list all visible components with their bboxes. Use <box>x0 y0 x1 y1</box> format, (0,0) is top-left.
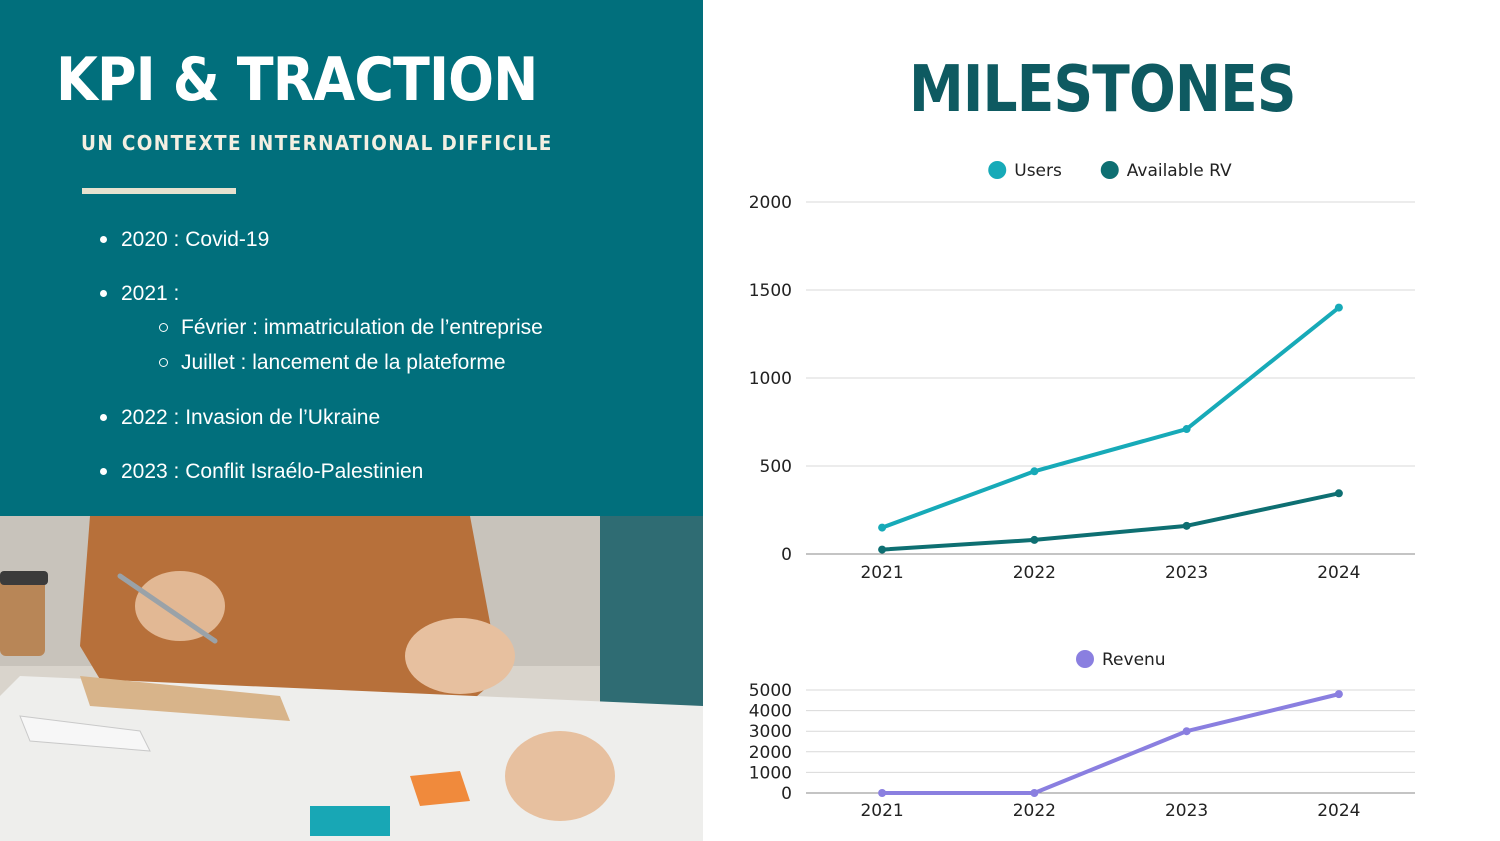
milestones-title: MILESTONES <box>909 53 1296 127</box>
x-tick-label: 2021 <box>860 563 903 583</box>
timeline-item-text: 2023 : Conflit Israélo-Palestinien <box>121 460 424 483</box>
data-point <box>1182 521 1191 530</box>
series-line <box>880 692 1341 795</box>
data-point <box>878 523 887 532</box>
x-tick-label: 2022 <box>1013 801 1056 821</box>
y-tick-label: 3000 <box>749 722 792 742</box>
timeline-item: 2021 : Février : immatriculation de l’en… <box>100 278 543 380</box>
timeline-item-text: 2021 : <box>121 282 180 305</box>
y-tick-label: 2000 <box>749 743 792 763</box>
y-tick-label: 1000 <box>749 763 792 783</box>
section-subtitle: UN CONTEXTE INTERNATIONAL DIFFICILE <box>81 131 553 155</box>
y-tick-label: 1000 <box>749 369 792 389</box>
y-tick-label: 0 <box>781 784 792 804</box>
data-point <box>1334 690 1343 699</box>
legend-swatch <box>988 161 1007 179</box>
legend-label: Available RV <box>1127 161 1232 181</box>
users-chart: 0 500 1000 1500 2000 2021 2022 2023 2024 Users Ava… <box>720 150 1480 590</box>
y-tick-label: 2000 <box>749 193 792 213</box>
data-point <box>1182 727 1191 736</box>
data-point <box>1030 535 1039 544</box>
x-tick-label: 2021 <box>860 801 903 821</box>
series-line <box>880 305 1341 530</box>
timeline-sublist: Février : immatriculation de l’entrepris… <box>121 310 543 380</box>
x-tick-label: 2024 <box>1317 563 1360 583</box>
y-tick-label: 4000 <box>749 702 792 722</box>
x-tick-label: 2023 <box>1165 801 1208 821</box>
data-point <box>1030 467 1039 476</box>
left-panel: KPI & TRACTION UN CONTEXTE INTERNATIONAL… <box>0 0 703 516</box>
data-point <box>1182 425 1191 434</box>
legend-swatch <box>1100 161 1119 179</box>
timeline-item: 2023 : Conflit Israélo-Palestinien <box>100 456 543 488</box>
data-point <box>1334 489 1343 498</box>
y-tick-label: 1500 <box>749 281 792 301</box>
x-tick-label: 2024 <box>1317 801 1360 821</box>
team-meeting-photo <box>0 516 703 841</box>
timeline-subitem: Février : immatriculation de l’entrepris… <box>159 310 543 345</box>
title-divider <box>82 188 236 194</box>
legend-swatch <box>1076 650 1094 668</box>
legend-label: Users <box>1014 161 1062 181</box>
users-chart-svg: 0 500 1000 1500 2000 2021 2022 2023 2024 Users Ava… <box>749 161 1415 583</box>
data-point <box>1030 789 1039 797</box>
y-tick-label: 5000 <box>749 681 792 701</box>
series-line <box>880 491 1341 552</box>
data-point <box>878 545 887 554</box>
timeline-item-text: 2020 : Covid-19 <box>121 228 270 251</box>
timeline-list: 2020 : Covid-19 2021 : Février : immatri… <box>100 224 543 510</box>
timeline-item: 2022 : Invasion de l’Ukraine <box>100 402 543 434</box>
y-tick-label: 0 <box>781 545 792 565</box>
x-tick-label: 2023 <box>1165 563 1208 583</box>
x-tick-label: 2022 <box>1013 563 1056 583</box>
timeline-item: 2020 : Covid-19 <box>100 224 543 256</box>
data-point <box>878 789 887 797</box>
data-point <box>1334 303 1343 312</box>
y-tick-label: 500 <box>760 457 792 477</box>
revenu-chart: 0 1000 2000 3000 4000 5000 2021 2022 2023 2024 Rev… <box>720 640 1480 830</box>
page-title: KPI & TRACTION <box>56 45 538 115</box>
legend-label: Revenu <box>1102 650 1166 670</box>
timeline-item-text: 2022 : Invasion de l’Ukraine <box>121 406 381 429</box>
timeline-subitem: Juillet : lancement de la plateforme <box>159 345 543 380</box>
team-meeting-illustration <box>0 516 703 841</box>
